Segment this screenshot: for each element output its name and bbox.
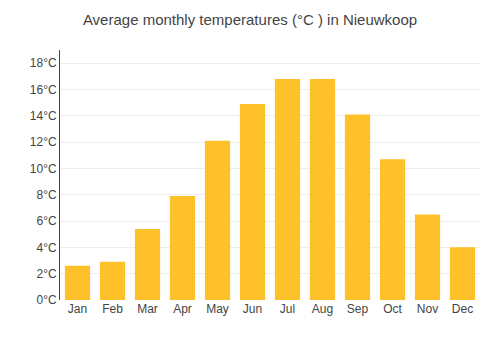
svg-text:8°C: 8°C (36, 188, 56, 202)
svg-text:10°C: 10°C (30, 162, 57, 176)
svg-text:4°C: 4°C (36, 241, 56, 255)
svg-text:Jun: Jun (243, 302, 262, 316)
svg-text:2°C: 2°C (36, 267, 56, 281)
svg-text:0°C: 0°C (36, 293, 56, 307)
svg-text:14°C: 14°C (30, 109, 57, 123)
svg-text:Average monthly temperatures (: Average monthly temperatures (°C ) in Ni… (83, 11, 417, 28)
svg-text:Mar: Mar (137, 302, 158, 316)
svg-text:Nov: Nov (417, 302, 438, 316)
svg-text:6°C: 6°C (36, 214, 56, 228)
svg-text:Apr: Apr (173, 302, 192, 316)
svg-text:Jul: Jul (280, 302, 295, 316)
svg-text:12°C: 12°C (30, 135, 57, 149)
svg-text:May: May (206, 302, 229, 316)
svg-text:Feb: Feb (102, 302, 123, 316)
svg-text:18°C: 18°C (30, 56, 57, 70)
svg-text:16°C: 16°C (30, 83, 57, 97)
svg-text:Jan: Jan (68, 302, 87, 316)
svg-text:Aug: Aug (312, 302, 333, 316)
svg-text:Sep: Sep (347, 302, 369, 316)
svg-text:Oct: Oct (383, 302, 402, 316)
svg-text:Dec: Dec (452, 302, 473, 316)
